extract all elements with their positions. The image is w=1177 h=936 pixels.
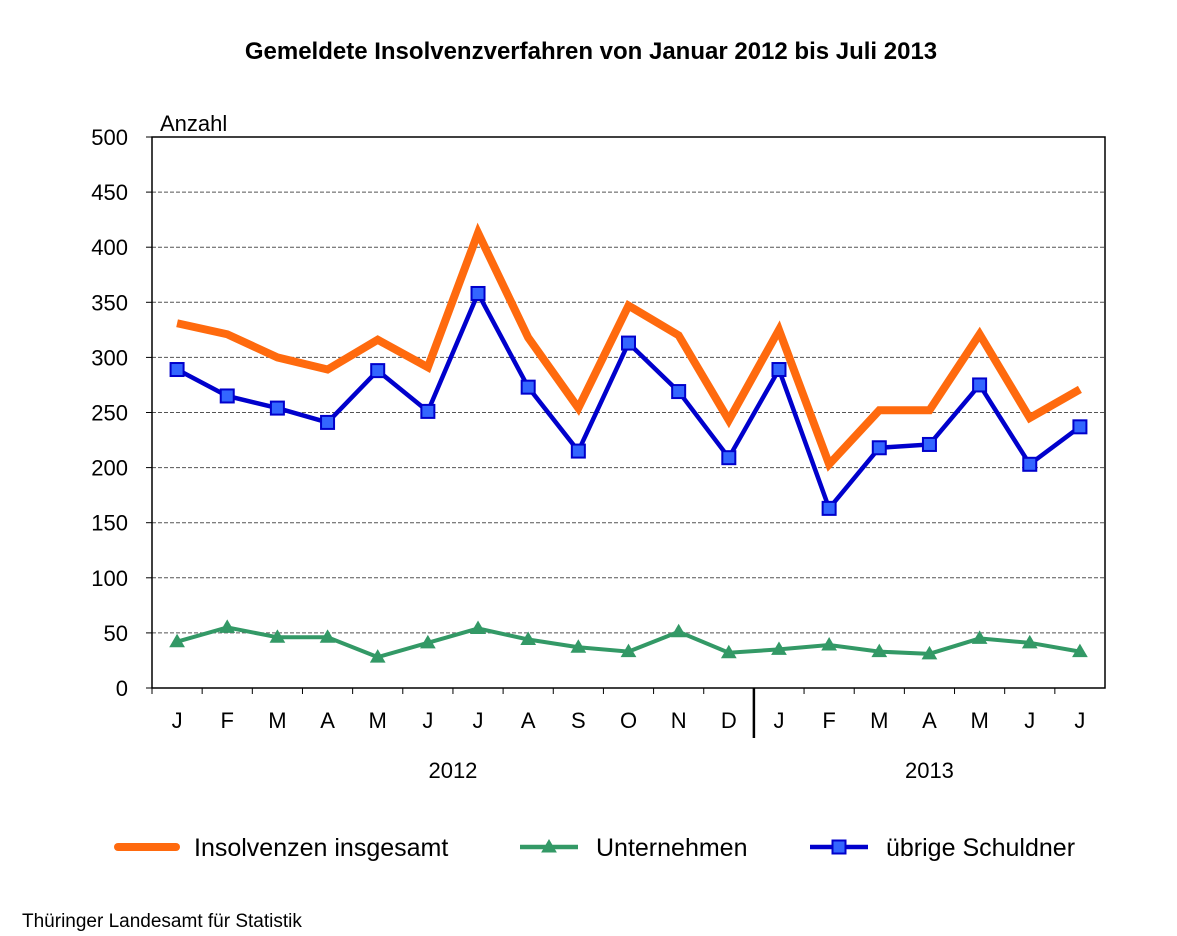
y-tick-label: 200 (91, 456, 128, 481)
x-tick-label: F (822, 708, 835, 733)
data-point (269, 400, 285, 416)
data-point (419, 634, 436, 649)
data-point (219, 619, 236, 633)
y-axis-label: Anzahl (160, 111, 227, 136)
legend-label: Unternehmen (596, 834, 747, 862)
x-tick-label: M (369, 708, 387, 733)
x-tick-label: M (970, 708, 988, 733)
y-tick-label: 150 (91, 511, 128, 536)
data-point (269, 629, 286, 643)
x-tick-label: N (671, 708, 687, 733)
data-point (1072, 643, 1088, 658)
data-point (520, 631, 537, 646)
x-tick-label: O (620, 708, 637, 733)
legend-marker (541, 839, 557, 853)
x-tick-label: A (922, 708, 937, 733)
data-point (219, 388, 235, 404)
data-point (470, 285, 486, 301)
x-tick-label: J (422, 708, 433, 733)
data-point (771, 641, 787, 655)
data-point (821, 500, 837, 516)
data-point (169, 362, 185, 378)
data-point (1072, 419, 1088, 435)
x-tick-label: M (870, 708, 888, 733)
legend-label: Insolvenzen insgesamt (194, 834, 448, 862)
x-tick-label: A (521, 708, 536, 733)
x-tick-label: J (473, 708, 484, 733)
data-point (1022, 456, 1038, 472)
x-tick-label: J (172, 708, 183, 733)
legend-marker (831, 839, 847, 855)
data-point (169, 633, 185, 648)
data-point (319, 629, 336, 643)
y-tick-label: 50 (104, 621, 128, 646)
x-tick-label: S (571, 708, 586, 733)
source-note: Thüringer Landesamt für Statistik (22, 911, 302, 932)
y-tick-label: 500 (91, 125, 128, 150)
x-tick-label: J (1074, 708, 1085, 733)
data-point (871, 440, 887, 456)
data-point (720, 644, 737, 659)
y-tick-label: 450 (91, 180, 128, 205)
x-tick-label: D (721, 708, 737, 733)
y-tick-label: 350 (91, 290, 128, 315)
chart-title: Gemeldete Insolvenzverfahren von Januar … (245, 38, 937, 65)
x-tick-label: M (268, 708, 286, 733)
data-point (972, 377, 988, 393)
data-point (671, 384, 687, 400)
data-point (771, 362, 787, 378)
x-tick-label: J (773, 708, 784, 733)
data-point (520, 379, 536, 395)
y-tick-label: 400 (91, 235, 128, 260)
data-point (971, 630, 988, 644)
data-point (370, 363, 386, 379)
data-point (320, 414, 336, 430)
data-point (871, 643, 888, 658)
data-point (921, 436, 937, 452)
data-point (721, 450, 737, 466)
data-point (621, 335, 636, 351)
data-point (470, 620, 486, 634)
year-label: 2013 (905, 758, 954, 783)
x-tick-label: A (320, 708, 335, 733)
data-point (821, 637, 838, 651)
x-tick-label: F (221, 708, 234, 733)
series-line-0 (176, 222, 1082, 472)
data-point (670, 623, 687, 638)
year-label: 2012 (428, 758, 477, 783)
y-tick-label: 250 (91, 401, 128, 426)
y-tick-label: 100 (91, 566, 128, 591)
data-point (570, 639, 587, 653)
data-point (1021, 634, 1038, 649)
x-tick-label: J (1024, 708, 1035, 733)
series-line-2 (176, 288, 1082, 513)
data-point (921, 645, 938, 660)
data-point (420, 403, 436, 419)
data-point (369, 649, 386, 663)
data-point (620, 643, 637, 658)
data-point (570, 443, 586, 459)
legend-label: übrige Schuldner (886, 834, 1075, 862)
y-tick-label: 300 (91, 345, 128, 370)
y-tick-label: 0 (116, 676, 128, 701)
